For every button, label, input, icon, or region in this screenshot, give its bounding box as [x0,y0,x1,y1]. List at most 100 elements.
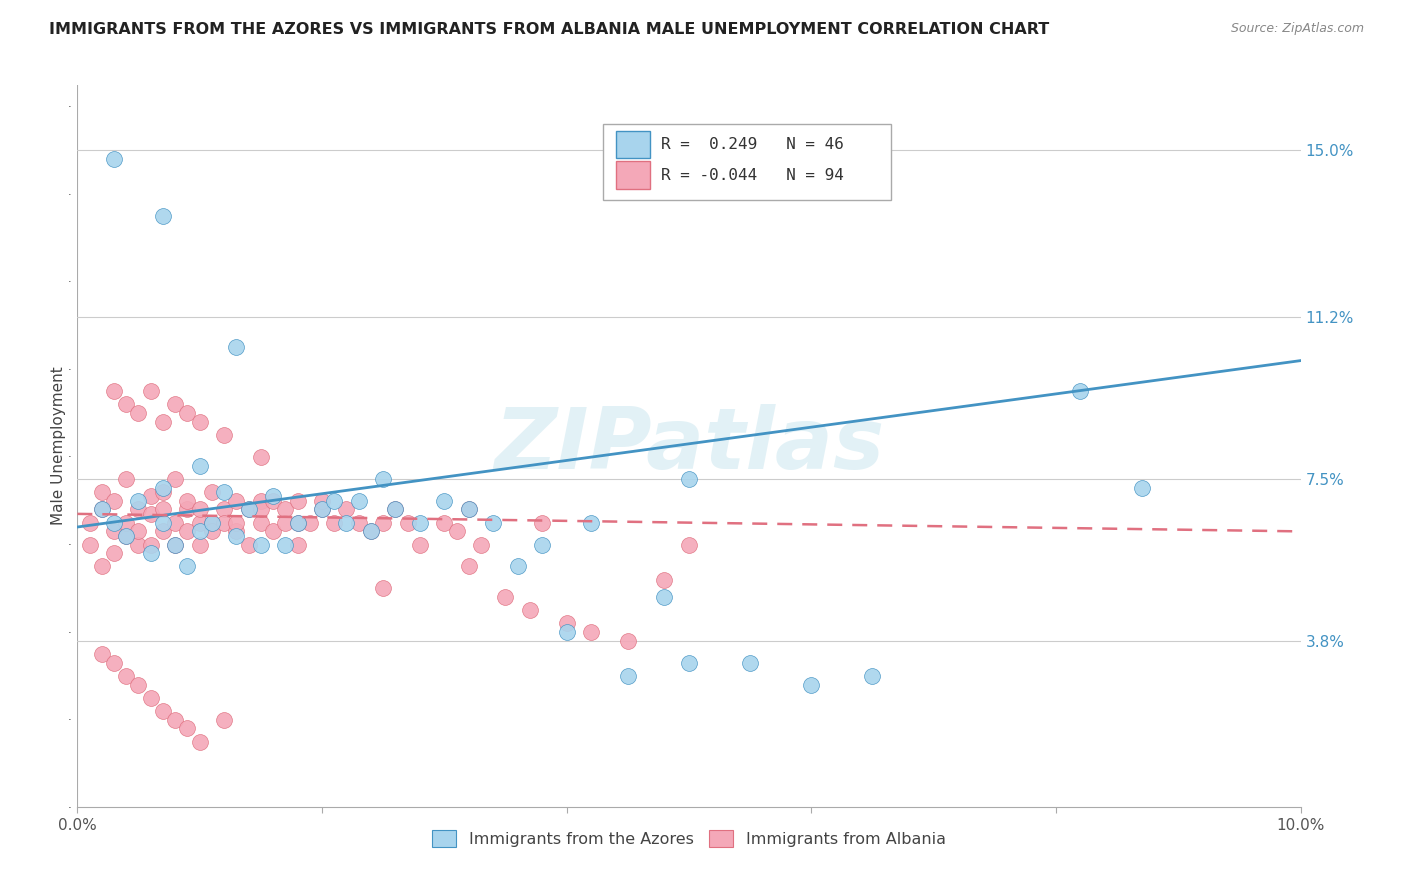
Point [555,616,578,631]
Point [323,493,346,508]
Point [103,524,125,539]
Point [238,502,260,516]
Point [152,481,174,495]
Point [152,502,174,516]
Point [127,537,149,551]
Point [409,516,432,530]
Point [188,734,211,748]
Text: IMMIGRANTS FROM THE AZORES VS IMMIGRANTS FROM ALBANIA MALE UNEMPLOYMENT CORRELAT: IMMIGRANTS FROM THE AZORES VS IMMIGRANTS… [49,22,1049,37]
Point [152,516,174,530]
Text: R =  0.249   N = 46: R = 0.249 N = 46 [661,137,844,153]
Point [654,573,676,587]
Point [188,502,211,516]
Point [250,502,273,516]
Point [115,472,138,486]
Point [262,524,284,539]
Point [139,384,162,399]
Point [176,406,198,420]
Point [201,516,224,530]
Point [212,502,235,516]
Point [115,529,138,543]
Point [212,713,235,727]
Point [531,516,554,530]
Legend: Immigrants from the Azores, Immigrants from Albania: Immigrants from the Azores, Immigrants f… [426,824,952,854]
Point [127,678,149,692]
Point [165,713,187,727]
Point [555,625,578,640]
Point [311,493,333,508]
Point [311,502,333,516]
Point [212,485,235,500]
Point [115,397,138,411]
Point [212,516,235,530]
Point [457,559,479,574]
Point [1069,384,1091,399]
Point [654,590,676,604]
Point [495,590,517,604]
Point [506,559,529,574]
Point [127,502,149,516]
Point [238,502,260,516]
Point [298,516,321,530]
Point [678,537,700,551]
Point [176,502,198,516]
Point [347,493,370,508]
Point [127,406,149,420]
Point [176,722,198,736]
Point [579,625,602,640]
Point [201,516,224,530]
Point [90,559,112,574]
Point [127,524,149,539]
Point [335,502,357,516]
Point [482,516,505,530]
Point [139,507,162,521]
Point [287,516,309,530]
Point [188,415,211,429]
Point [617,669,640,683]
Point [531,537,554,551]
Y-axis label: Male Unemployment: Male Unemployment [51,367,66,525]
Point [90,502,112,516]
Point [176,559,198,574]
Point [201,485,224,500]
Point [115,529,138,543]
Point [678,656,700,670]
Point [225,529,247,543]
Point [262,489,284,503]
Point [212,428,235,442]
Point [103,516,125,530]
Point [115,669,138,683]
FancyBboxPatch shape [603,125,891,201]
Point [103,546,125,560]
Point [103,656,125,670]
Point [800,678,823,692]
Point [360,524,382,539]
Point [335,516,357,530]
Point [165,472,187,486]
Point [188,524,211,539]
Point [274,537,297,551]
Point [188,458,211,473]
Point [470,537,492,551]
Point [740,656,762,670]
Point [384,502,406,516]
Point [287,516,309,530]
Point [225,516,247,530]
FancyBboxPatch shape [616,131,650,159]
Point [360,524,382,539]
Point [201,524,224,539]
Point [287,493,309,508]
Point [250,537,273,551]
Point [139,489,162,503]
Point [90,502,112,516]
Point [678,472,700,486]
Point [238,537,260,551]
Point [250,493,273,508]
Point [274,516,297,530]
Point [103,152,125,166]
Point [1130,481,1153,495]
Point [446,524,468,539]
Point [371,472,394,486]
Point [127,493,149,508]
Point [862,669,884,683]
